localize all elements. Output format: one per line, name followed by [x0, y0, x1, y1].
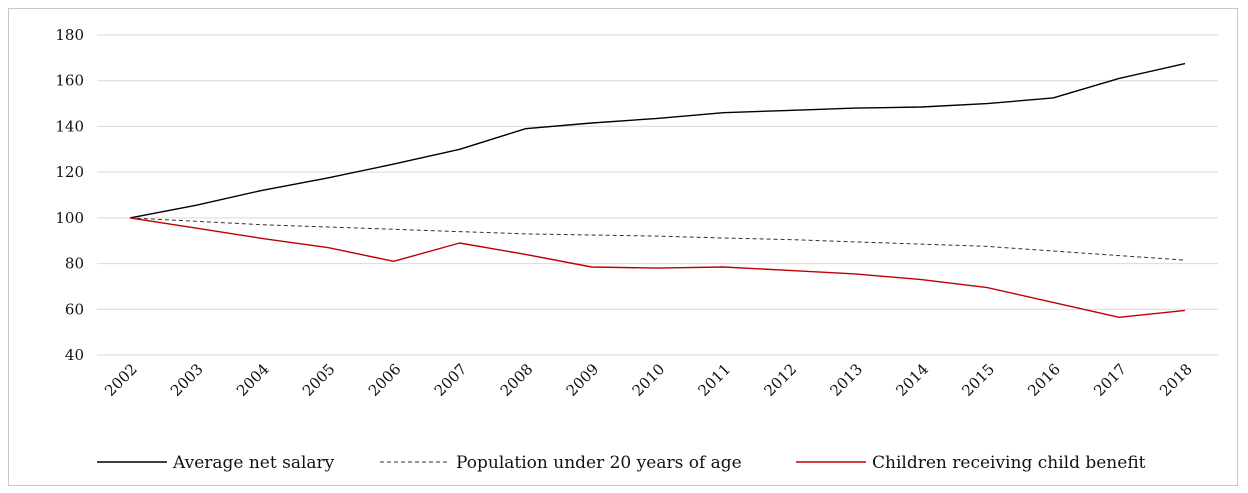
x-tick-label: 2017 — [1090, 360, 1130, 400]
y-tick-label: 160 — [55, 72, 84, 90]
x-tick-label: 2010 — [629, 360, 669, 400]
legend-label-2: Children receiving child benefit — [872, 453, 1146, 473]
gridlines — [97, 34, 1218, 356]
x-tick-label: 2012 — [760, 360, 800, 400]
x-tick-label: 2003 — [167, 360, 207, 400]
x-tick-label: 2014 — [892, 360, 932, 400]
x-tick-label: 2007 — [431, 360, 471, 400]
x-tick-label: 2005 — [299, 360, 339, 400]
series-line-0 — [129, 62, 1186, 219]
x-tick-label: 2013 — [826, 360, 866, 400]
x-axis-tick-labels: 2002 2003 2004 2005 2006 2007 2008 2009 2010 2011… — [101, 360, 1196, 400]
x-tick-label: 2018 — [1156, 360, 1196, 400]
legend: Average net salary Population under 20 ye… — [97, 453, 1146, 473]
x-tick-label: 2004 — [233, 360, 273, 400]
series-line-1 — [129, 217, 1186, 261]
y-tick-label: 180 — [55, 26, 84, 44]
y-axis-tick-labels: 40 60 80 100 120 140 160 180 — [55, 26, 84, 364]
x-tick-label: 2006 — [365, 360, 405, 400]
x-tick-label: 2002 — [101, 360, 141, 400]
y-tick-label: 120 — [55, 163, 84, 181]
x-tick-label: 2008 — [497, 360, 537, 400]
y-tick-label: 140 — [55, 117, 84, 135]
y-tick-label: 80 — [65, 255, 84, 273]
y-tick-label: 100 — [55, 209, 84, 227]
legend-label-0: Average net salary — [172, 453, 335, 473]
x-tick-label: 2009 — [563, 360, 603, 400]
series-lines — [129, 62, 1186, 318]
x-tick-label: 2011 — [695, 360, 735, 400]
chart-frame — [8, 8, 1238, 486]
y-tick-label: 40 — [65, 346, 84, 364]
y-tick-label: 60 — [65, 300, 84, 318]
x-tick-label: 2016 — [1024, 360, 1064, 400]
series-line-2 — [129, 217, 1186, 318]
legend-label-1: Population under 20 years of age — [456, 453, 742, 473]
x-tick-label: 2015 — [958, 360, 998, 400]
